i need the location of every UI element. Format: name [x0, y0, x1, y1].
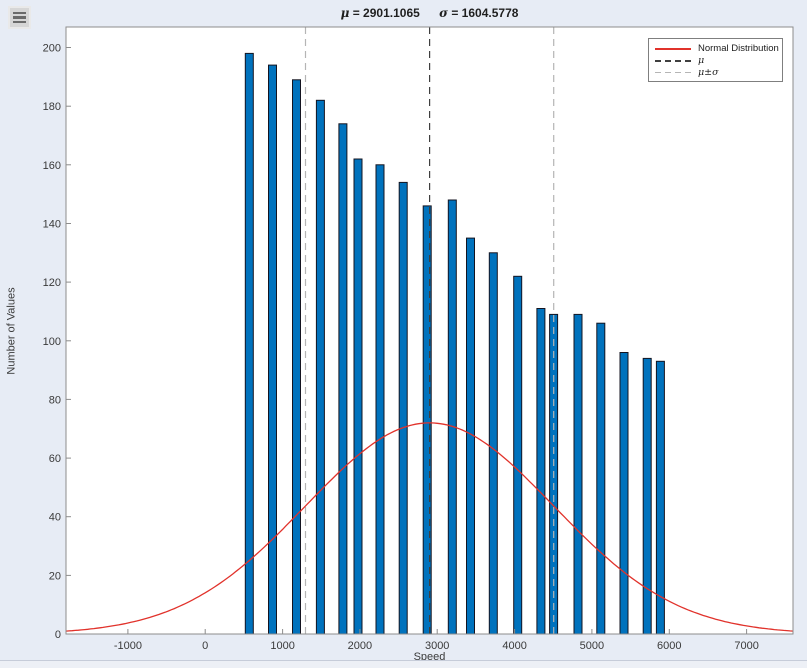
histogram-bar: [353, 158, 363, 635]
histogram-bar: [447, 199, 457, 635]
legend-item-mu-plus-minus-sigma: μ±σ: [655, 67, 776, 78]
histogram-bar: [315, 99, 325, 635]
y-tick-label: 160: [43, 160, 61, 172]
y-tick-label: 20: [49, 570, 61, 582]
x-tick-label: 6000: [657, 640, 681, 652]
y-tick-label: 200: [43, 43, 61, 55]
x-tick-label: 2000: [348, 640, 372, 652]
x-tick-label: 0: [202, 640, 208, 652]
x-tick-label: 1000: [270, 640, 294, 652]
legend: Normal Distribution μ μ±σ: [648, 38, 783, 82]
axes-toolbar-button[interactable]: [8, 6, 31, 29]
y-axis-label: Number of Values: [6, 286, 19, 375]
histogram-bar: [619, 352, 629, 635]
menu-icon: [13, 11, 26, 15]
x-tick-label: 3000: [425, 640, 449, 652]
gray-dashed-line-sample: [655, 71, 691, 74]
histogram-bar: [642, 357, 652, 635]
y-tick-label: 180: [43, 101, 61, 113]
y-tick-label: 80: [49, 394, 61, 406]
histogram-bar: [375, 164, 385, 635]
histogram-bar: [536, 308, 546, 635]
histogram-bar: [655, 360, 665, 635]
histogram-bar: [596, 322, 606, 635]
histogram-bar: [268, 64, 277, 635]
histogram-bar: [338, 123, 348, 635]
histogram-bar: [573, 313, 583, 635]
y-tick-label: 60: [49, 453, 61, 465]
mu-symbol: μ: [340, 6, 350, 20]
legend-label: Normal Distribution: [698, 43, 779, 54]
x-tick-label: -1000: [114, 640, 142, 652]
mu-value: = 2901.1065: [352, 6, 420, 20]
y-tick-label: 40: [49, 512, 61, 524]
legend-label: μ±σ: [698, 67, 719, 78]
normal-distribution-curve: [65, 422, 794, 632]
axes-box: [65, 26, 794, 635]
sigma-value: = 1604.5778: [451, 6, 519, 20]
histogram-bar: [513, 275, 523, 635]
histogram-bar: [488, 252, 498, 635]
y-tick-label: 0: [55, 629, 61, 641]
y-tick-label: 100: [43, 336, 61, 348]
legend-item-mu: μ: [655, 55, 776, 66]
histogram-bar: [398, 181, 408, 635]
window-bottom-edge: [0, 660, 807, 668]
x-tick-label: 7000: [734, 640, 758, 652]
histogram-bar: [244, 52, 254, 635]
y-tick-label: 120: [43, 277, 61, 289]
x-tick-label: 5000: [580, 640, 604, 652]
y-tick-label: 140: [43, 219, 61, 231]
x-tick-label: 4000: [502, 640, 526, 652]
legend-label: μ: [698, 55, 705, 66]
chart-title: μ = 2901.1065 σ = 1604.5778: [66, 6, 793, 22]
sigma-symbol: σ: [439, 6, 448, 20]
histogram-bar: [292, 79, 301, 635]
legend-item-normal-distribution: Normal Distribution: [655, 43, 779, 54]
dark-dashed-line-sample: [655, 59, 691, 62]
red-solid-line-sample: [655, 47, 691, 50]
